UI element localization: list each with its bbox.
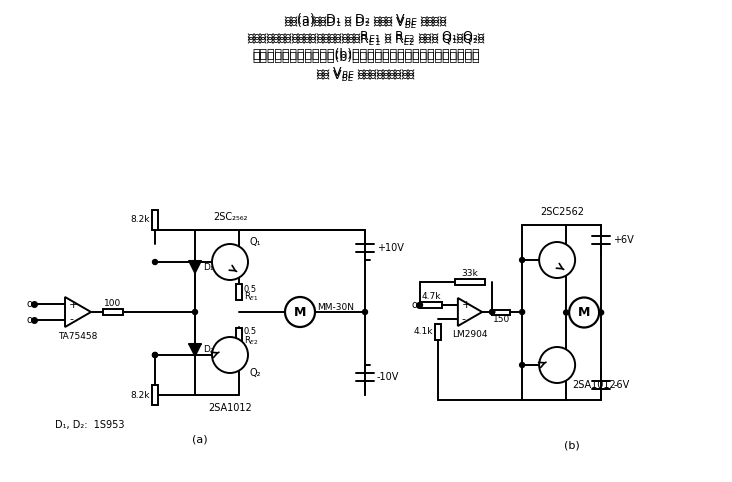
Polygon shape: [65, 297, 91, 327]
Circle shape: [569, 297, 599, 327]
Text: 在图(a)中，D₁ 和 D₂ 可补偿 V$_{{BE}}$ 影响而产: 在图(a)中，D₁ 和 D₂ 可补偿 V$_{{BE}}$ 影响而产: [284, 12, 448, 28]
Text: -6V: -6V: [613, 380, 630, 390]
Text: -: -: [69, 314, 73, 324]
Text: Q₁: Q₁: [250, 237, 261, 247]
Text: R$_{E1}$: R$_{E1}$: [244, 291, 258, 303]
Text: 8.2k: 8.2k: [130, 215, 150, 225]
Text: o: o: [26, 299, 32, 309]
Text: 控制 V$_{{BE}}$ 对输出特性的影响。: 控制 V$_{{BE}}$ 对输出特性的影响。: [316, 66, 416, 81]
Text: o: o: [411, 300, 417, 310]
Text: 控制 V$_{BE}$ 对输出特性的影响。: 控制 V$_{BE}$ 对输出特性的影响。: [316, 69, 416, 84]
Bar: [420, 302, 442, 308]
Text: 2SC₂₅₆₂: 2SC₂₅₆₂: [213, 212, 247, 222]
Text: 生的死区，并且使电机的电流响应加快；R$_{{E1}}$ 和 R$_{{E2}}$ 可防止 Q₁，Q₂同: 生的死区，并且使电机的电流响应加快；R$_{{E1}}$ 和 R$_{{E2}}…: [247, 30, 485, 45]
Circle shape: [539, 242, 575, 278]
Text: +: +: [462, 300, 471, 310]
Text: 2SA1012: 2SA1012: [572, 380, 616, 390]
Text: (a): (a): [193, 435, 208, 445]
Text: 4.1k: 4.1k: [414, 327, 433, 336]
Text: -10V: -10V: [377, 372, 400, 382]
Circle shape: [490, 309, 495, 314]
Circle shape: [212, 337, 248, 373]
Text: M: M: [294, 306, 306, 319]
Circle shape: [193, 309, 198, 314]
Text: Q₂: Q₂: [250, 368, 261, 378]
Circle shape: [564, 310, 569, 315]
Bar: [103, 309, 123, 315]
Circle shape: [212, 244, 248, 280]
Bar: [435, 324, 441, 340]
Circle shape: [152, 352, 157, 358]
Text: -: -: [462, 314, 466, 324]
Text: 8.2k: 8.2k: [130, 390, 150, 400]
Bar: [152, 385, 158, 405]
Circle shape: [539, 347, 575, 383]
Text: 生的死区，并且使电机的电流响应加快；R$_{E1}$ 和 R$_{E2}$ 可防止 Q₁，Q₂同: 生的死区，并且使电机的电流响应加快；R$_{E1}$ 和 R$_{E2}$ 可防…: [247, 33, 485, 48]
Text: D₂: D₂: [203, 346, 214, 354]
Text: TA75458: TA75458: [59, 332, 97, 341]
Circle shape: [520, 309, 525, 314]
Bar: [492, 309, 510, 314]
Text: D₁: D₁: [203, 263, 214, 271]
Text: D₁, D₂:  1S953: D₁, D₂: 1S953: [55, 420, 124, 430]
Text: M: M: [578, 306, 590, 319]
Text: 4.7k: 4.7k: [421, 292, 441, 301]
Text: 0.5: 0.5: [244, 327, 257, 336]
Bar: [236, 327, 242, 344]
Text: R$_{E2}$: R$_{E2}$: [244, 334, 259, 347]
Circle shape: [362, 309, 367, 314]
Text: LM2904: LM2904: [452, 330, 488, 339]
Text: 时导通造成电源短路。图(b)中，采用反相放大器电压反馈的方法来: 时导通造成电源短路。图(b)中，采用反相放大器电压反馈的方法来: [253, 48, 479, 61]
Text: 时导通造成电源短路。图(b)中，采用反相放大器电压反馈的方法来: 时导通造成电源短路。图(b)中，采用反相放大器电压反馈的方法来: [253, 51, 479, 64]
Polygon shape: [189, 344, 201, 356]
Text: o: o: [26, 315, 32, 325]
Circle shape: [285, 297, 315, 327]
Text: 33k: 33k: [462, 269, 479, 278]
Bar: [455, 279, 485, 285]
Text: (b): (b): [564, 440, 580, 450]
Polygon shape: [458, 298, 482, 326]
Text: 150: 150: [493, 316, 509, 324]
Text: +10V: +10V: [377, 243, 404, 253]
Circle shape: [520, 257, 525, 263]
Circle shape: [520, 362, 525, 367]
Text: +: +: [69, 299, 78, 309]
Circle shape: [152, 352, 157, 358]
Text: MM-30N: MM-30N: [317, 303, 354, 311]
Circle shape: [490, 309, 495, 314]
Circle shape: [152, 259, 157, 265]
Text: 100: 100: [105, 299, 122, 308]
Text: +6V: +6V: [613, 235, 634, 245]
Text: 在图(a)中，D₁ 和 D₂ 可补偿 V$_{BE}$ 影响而产: 在图(a)中，D₁ 和 D₂ 可补偿 V$_{BE}$ 影响而产: [284, 15, 448, 31]
Text: 2SC2562: 2SC2562: [540, 207, 584, 217]
Text: 0.5: 0.5: [244, 284, 257, 294]
Bar: [152, 210, 158, 230]
Text: 2SA1012: 2SA1012: [208, 403, 252, 413]
Bar: [236, 284, 242, 300]
Circle shape: [417, 303, 422, 308]
Polygon shape: [189, 261, 201, 273]
Circle shape: [599, 310, 604, 315]
